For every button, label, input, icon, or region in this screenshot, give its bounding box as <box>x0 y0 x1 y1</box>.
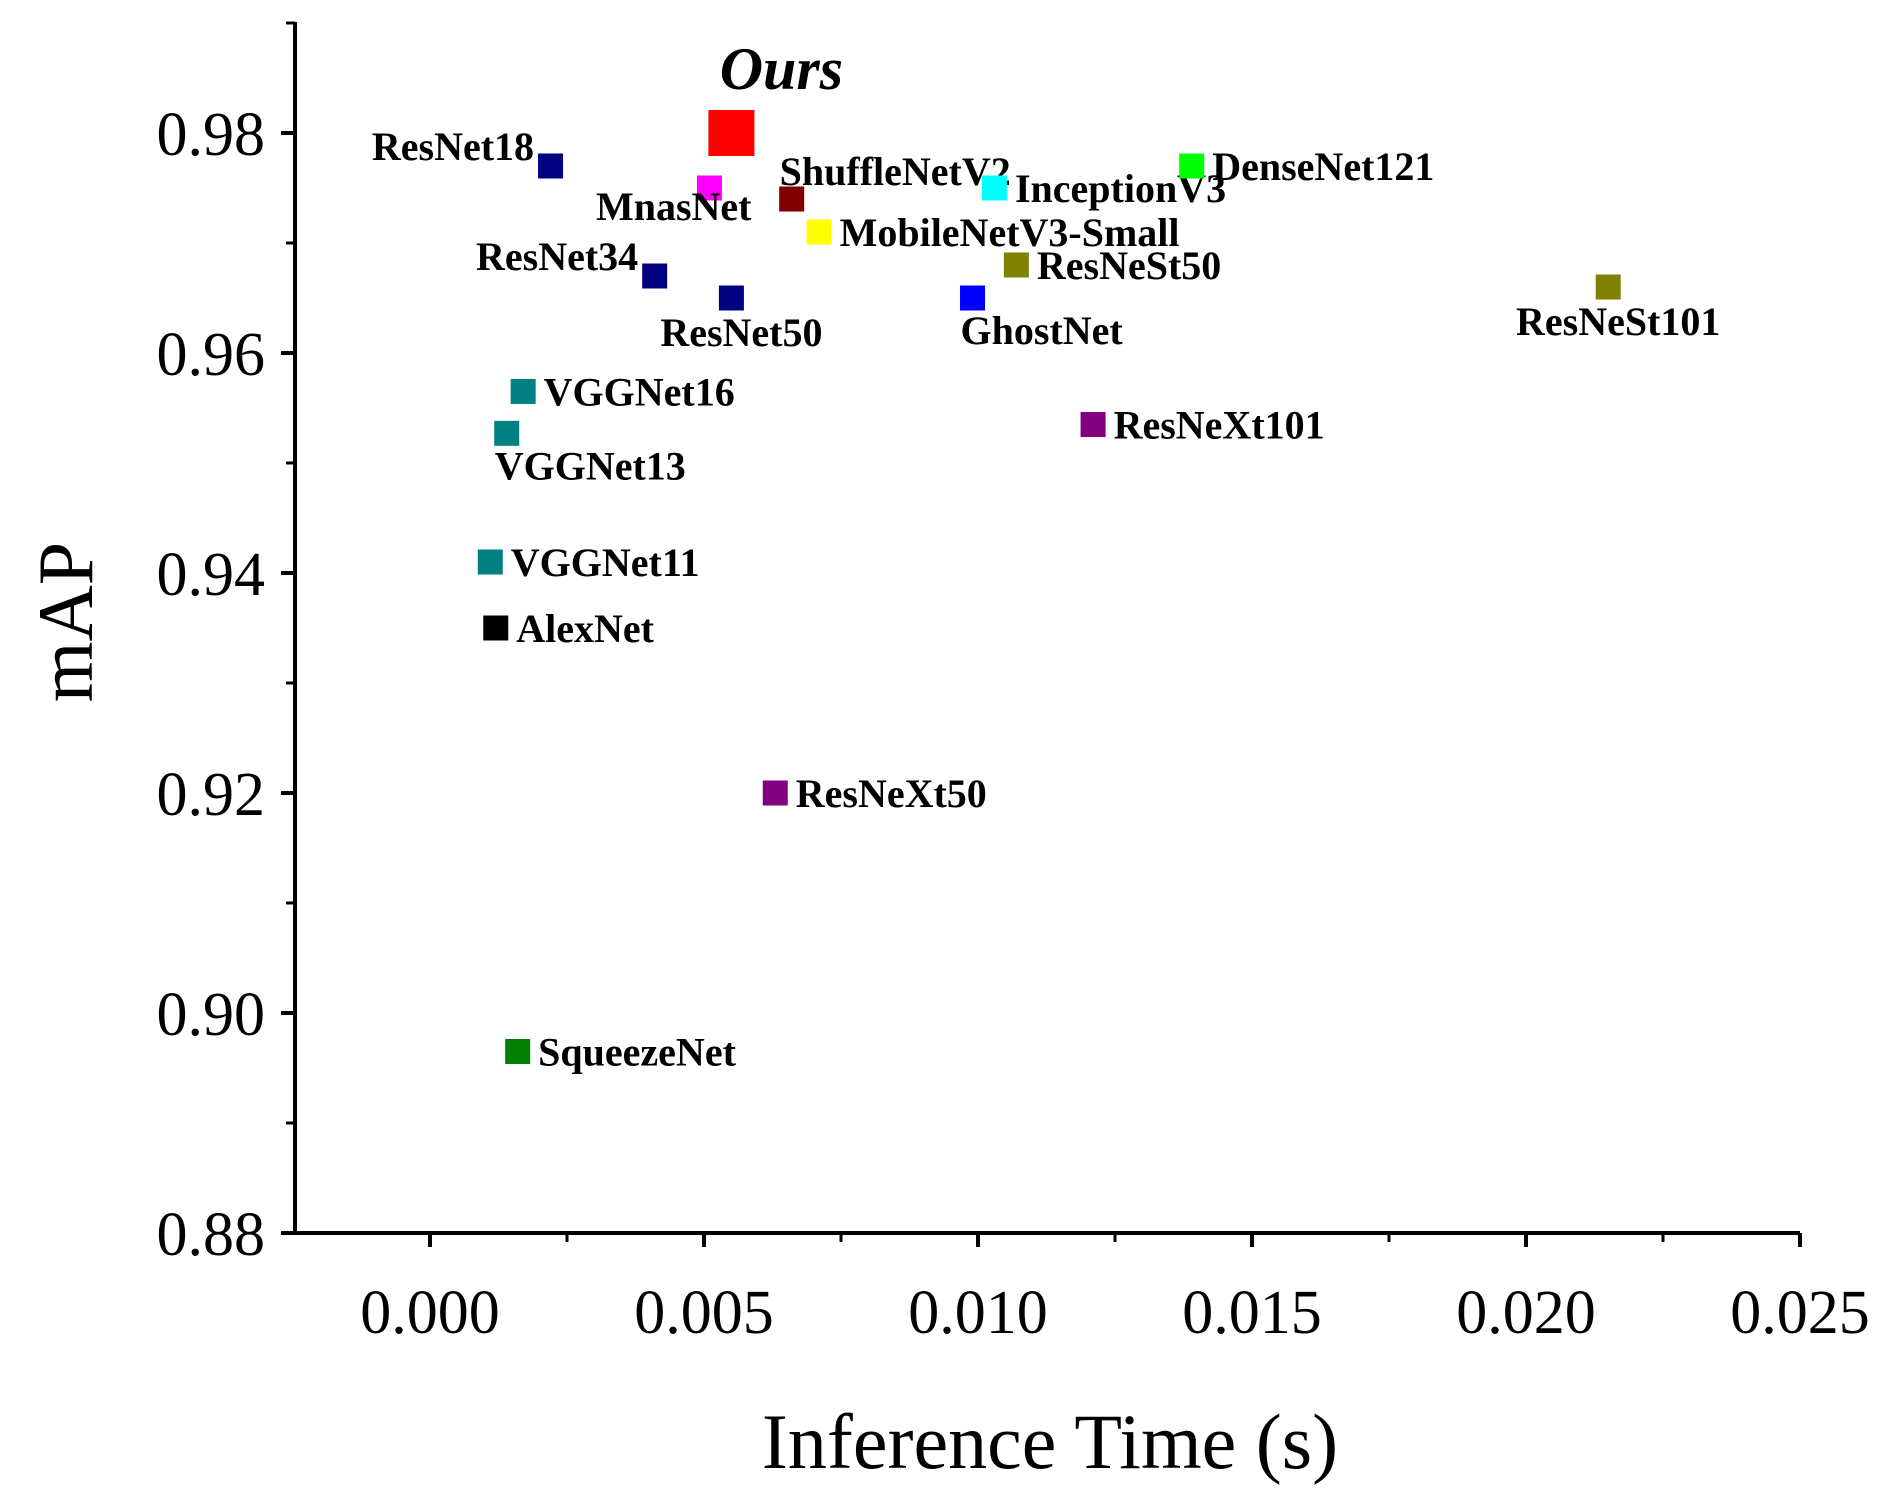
point-shufflenetv2 <box>779 186 805 212</box>
point-mobilenetv3-small <box>806 219 832 245</box>
point-resnet50 <box>718 285 744 311</box>
point-resnest50 <box>1003 252 1029 278</box>
point-label-resnet18: ResNet18 <box>372 124 534 169</box>
y-tick-label: 0.88 <box>157 1201 266 1269</box>
point-mnasnet <box>696 175 722 201</box>
point-label-resnest50: ResNeSt50 <box>1037 243 1221 288</box>
point-label-mobilenetv3-small: MobileNetV3-Small <box>840 210 1180 255</box>
point-label-ours: Ours <box>720 36 843 102</box>
x-tick-label: 0.015 <box>1182 1279 1322 1347</box>
x-tick-label: 0.005 <box>634 1279 774 1347</box>
point-label-shufflenetv2: ShuffleNetV2 <box>780 149 1011 194</box>
point-label-vggnet11: VGGNet11 <box>511 540 700 585</box>
y-tick-label: 0.92 <box>157 761 266 829</box>
point-inceptionv3 <box>981 175 1007 201</box>
point-resnext50 <box>762 780 788 806</box>
point-ghostnet <box>960 285 986 311</box>
point-resnet18 <box>538 153 564 179</box>
x-tick-label: 0.020 <box>1456 1279 1596 1347</box>
x-tick-label: 0.000 <box>360 1279 500 1347</box>
point-vggnet13 <box>494 420 520 446</box>
point-label-resnext101: ResNeXt101 <box>1114 403 1325 448</box>
y-axis-title: mAP <box>22 542 109 702</box>
point-vggnet16 <box>510 379 536 404</box>
x-tick-label: 0.010 <box>908 1279 1048 1347</box>
point-label-ghostnet: GhostNet <box>961 308 1124 353</box>
point-label-vggnet13: VGGNet13 <box>495 443 686 488</box>
y-ticks: 0.88 0.90 0.92 0.94 0.96 0.98 <box>157 21 295 1269</box>
point-alexnet <box>483 615 509 641</box>
point-vggnet11 <box>477 549 503 575</box>
x-tick-label: 0.025 <box>1730 1279 1870 1347</box>
x-axis: 0.000 0.005 0.010 0.015 0.020 0.025 Inference… <box>295 1231 1870 1485</box>
point-label-squeezenet: SqueezeNet <box>538 1030 736 1075</box>
point-resnest101 <box>1595 274 1621 300</box>
y-tick-label: 0.96 <box>157 321 266 389</box>
y-tick-label: 0.98 <box>157 101 266 169</box>
point-label-mnasnet: MnasNet <box>596 184 752 229</box>
point-squeezenet <box>505 1039 531 1064</box>
y-tick-label: 0.94 <box>157 541 266 609</box>
y-tick-label: 0.90 <box>157 981 266 1049</box>
point-label-resnet34: ResNet34 <box>476 234 638 279</box>
y-axis: 0.88 0.90 0.92 0.94 0.96 0.98 mAP <box>22 21 297 1269</box>
point-label-resnext50: ResNeXt50 <box>796 771 987 816</box>
point-resnet34 <box>642 263 668 289</box>
point-densenet121 <box>1179 153 1205 179</box>
point-ours <box>708 110 755 156</box>
point-resnext101 <box>1080 412 1106 437</box>
point-label-densenet121: DenseNet121 <box>1212 144 1434 189</box>
point-label-alexnet: AlexNet <box>516 606 654 651</box>
x-axis-title: Inference Time (s) <box>762 1398 1338 1485</box>
point-label-resnest101: ResNeSt101 <box>1516 299 1720 344</box>
point-label-vggnet16: VGGNet16 <box>544 370 735 415</box>
point-label-resnet50: ResNet50 <box>660 310 822 355</box>
x-ticks: 0.000 0.005 0.010 0.015 0.020 0.025 <box>360 1233 1870 1347</box>
